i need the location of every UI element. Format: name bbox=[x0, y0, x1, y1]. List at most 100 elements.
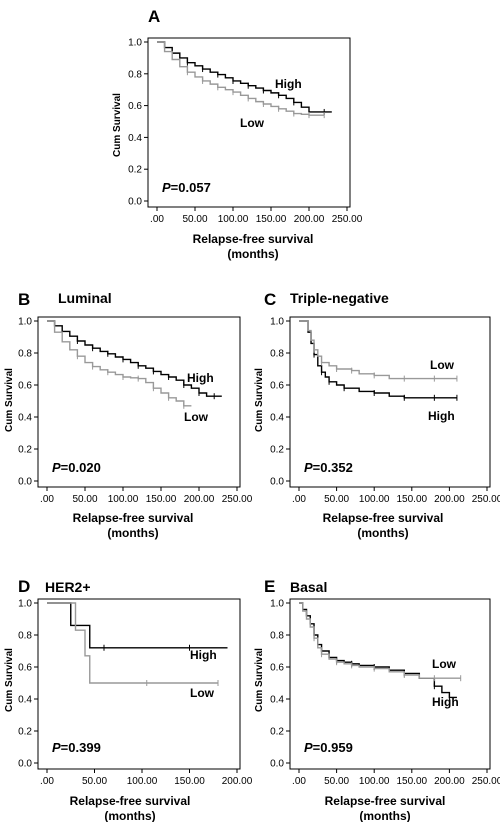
x-tick-label: 250.00 bbox=[332, 214, 363, 225]
y-tick-label: 1.0 bbox=[128, 38, 142, 49]
x-axis-title: Relapse-free survival bbox=[193, 232, 314, 246]
x-tick-label: 100.00 bbox=[218, 214, 249, 225]
series-label-low: Low bbox=[190, 686, 215, 700]
x-tick-label: 100.00 bbox=[108, 494, 139, 505]
y-tick-label: 0.2 bbox=[270, 445, 284, 456]
series-label-low: Low bbox=[432, 657, 457, 671]
p-symbol: P bbox=[52, 460, 61, 475]
y-tick-label: 0.2 bbox=[270, 727, 284, 738]
p-number: =0.020 bbox=[61, 460, 101, 475]
x-tick-label: 100.00 bbox=[127, 776, 158, 787]
y-tick-label: 0.6 bbox=[270, 663, 284, 674]
y-tick-label: 0.6 bbox=[18, 663, 32, 674]
y-axis-title: Cum Survival bbox=[4, 368, 15, 432]
series-low-line bbox=[47, 320, 192, 407]
x-tick-label: .00 bbox=[40, 494, 54, 505]
p-number: =0.959 bbox=[313, 740, 353, 755]
x-axis-title-units: (months) bbox=[107, 526, 158, 540]
x-tick-label: 200.00 bbox=[222, 776, 253, 787]
p-number: =0.399 bbox=[61, 740, 101, 755]
panel-b: 0.0 0.2 0.4 0.6 0.8 1.0 .00 50.00 100.00 150.00 20… bbox=[4, 290, 253, 540]
panel-a: 0.0 0.2 0.4 0.6 0.8 1.0 .00 50.00 100.00 150.00 20… bbox=[112, 7, 363, 261]
panel-title: Triple-negative bbox=[290, 290, 389, 306]
p-symbol: P bbox=[304, 460, 313, 475]
panel-title: Basal bbox=[290, 579, 327, 595]
x-axis-title: Relapse-free survival bbox=[73, 511, 194, 525]
x-tick-label: 50.00 bbox=[72, 494, 97, 505]
x-tick-label: 250.00 bbox=[472, 776, 500, 787]
panel-letter: A bbox=[148, 7, 160, 26]
x-tick-label: .00 bbox=[292, 494, 306, 505]
x-tick-label: 50.00 bbox=[82, 776, 107, 787]
p-value: P=0.959 bbox=[304, 740, 353, 755]
series-high-line bbox=[47, 602, 228, 649]
panel-letter: D bbox=[18, 577, 30, 596]
y-tick-label: 0.4 bbox=[128, 133, 142, 144]
panel-e: 0.0 0.2 0.4 0.6 0.8 1.0 .00 50.00 100.00 150.00 20… bbox=[254, 577, 500, 822]
y-tick-label: 0.6 bbox=[270, 381, 284, 392]
y-tick-label: 0.8 bbox=[270, 631, 284, 642]
y-tick-label: 1.0 bbox=[270, 599, 284, 610]
y-tick-label: 0.6 bbox=[128, 101, 142, 112]
y-tick-label: 0.8 bbox=[128, 69, 142, 80]
y-axis-title: Cum Survival bbox=[254, 368, 265, 432]
y-axis-title: Cum Survival bbox=[254, 648, 265, 712]
y-tick-label: 0.2 bbox=[18, 727, 32, 738]
plot-frame bbox=[147, 37, 351, 208]
y-tick-label: 0.0 bbox=[270, 477, 284, 488]
p-symbol: P bbox=[162, 180, 171, 195]
x-tick-label: 150.00 bbox=[146, 494, 177, 505]
plot-frame bbox=[289, 598, 491, 770]
panel-d: 0.0 0.2 0.4 0.6 0.8 1.0 .00 50.00 100.00 150.00 20… bbox=[4, 577, 253, 822]
p-symbol: P bbox=[304, 740, 313, 755]
p-value: P=0.399 bbox=[52, 740, 101, 755]
series-low-line bbox=[47, 602, 218, 684]
y-tick-label: 0.0 bbox=[18, 477, 32, 488]
p-number: =0.057 bbox=[171, 180, 211, 195]
plot-frame bbox=[37, 316, 241, 488]
series-label-high: High bbox=[275, 77, 302, 91]
y-tick-label: 0.4 bbox=[270, 695, 284, 706]
y-tick-label: 0.0 bbox=[270, 759, 284, 770]
y-tick-label: 0.2 bbox=[18, 445, 32, 456]
p-value: P=0.352 bbox=[304, 460, 353, 475]
x-axis-title-units: (months) bbox=[104, 809, 155, 822]
x-tick-label: 250.00 bbox=[472, 494, 500, 505]
panel-letter: B bbox=[18, 290, 30, 309]
p-value: P=0.020 bbox=[52, 460, 101, 475]
panel-letter: C bbox=[264, 290, 276, 309]
panel-title: Luminal bbox=[58, 290, 112, 306]
x-axis-title-units: (months) bbox=[359, 809, 410, 822]
y-tick-label: 0.0 bbox=[128, 197, 142, 208]
y-tick-label: 0.4 bbox=[270, 413, 284, 424]
y-tick-label: 0.2 bbox=[128, 165, 142, 176]
x-tick-label: 200.00 bbox=[294, 214, 325, 225]
y-axis-title: Cum Survival bbox=[4, 648, 15, 712]
x-tick-label: 50.00 bbox=[324, 776, 349, 787]
x-tick-label: .00 bbox=[150, 214, 164, 225]
x-tick-label: 150.00 bbox=[397, 494, 428, 505]
series-high-line bbox=[299, 320, 457, 399]
x-axis-title-units: (months) bbox=[227, 247, 278, 261]
plot-frame bbox=[37, 598, 241, 770]
x-tick-label: 100.00 bbox=[359, 494, 390, 505]
y-tick-label: 0.8 bbox=[18, 349, 32, 360]
y-axis-title: Cum Survival bbox=[112, 93, 123, 157]
x-tick-label: 100.00 bbox=[359, 776, 390, 787]
x-tick-label: .00 bbox=[292, 776, 306, 787]
y-tick-label: 1.0 bbox=[18, 317, 32, 328]
panel-title: HER2+ bbox=[45, 579, 91, 595]
series-label-low: Low bbox=[240, 116, 265, 130]
p-symbol: P bbox=[52, 740, 61, 755]
x-axis-title: Relapse-free survival bbox=[70, 794, 191, 808]
x-tick-label: .00 bbox=[40, 776, 54, 787]
y-tick-label: 1.0 bbox=[270, 317, 284, 328]
y-tick-label: 0.8 bbox=[18, 631, 32, 642]
panel-letter: E bbox=[264, 577, 275, 596]
p-number: =0.352 bbox=[313, 460, 353, 475]
y-tick-label: 0.0 bbox=[18, 759, 32, 770]
plot-frame bbox=[289, 316, 491, 488]
series-label-high: High bbox=[432, 695, 459, 709]
panel-c: 0.0 0.2 0.4 0.6 0.8 1.0 .00 50.00 100.00 150.00 20… bbox=[254, 290, 500, 540]
series-high-line bbox=[47, 320, 222, 397]
